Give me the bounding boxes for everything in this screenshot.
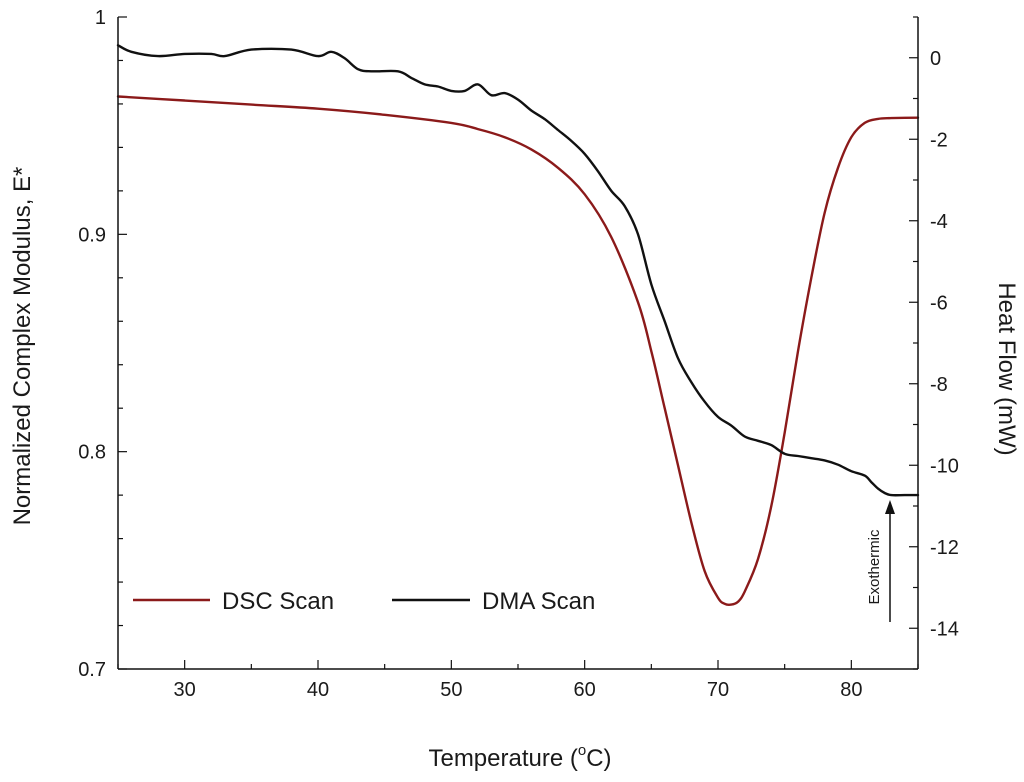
legend-label-dsc: DSC Scan [222, 588, 334, 615]
y-tick-label: 0.8 [78, 442, 106, 464]
y2-tick-label: -6 [930, 292, 948, 314]
x-tick-label: 40 [307, 679, 329, 701]
y2-axis-title: Heat Flow (mW) [993, 282, 1020, 455]
x-tick-label: 50 [440, 679, 462, 701]
dsc-scan-line [116, 95, 920, 607]
axes-frame [117, 17, 919, 670]
exothermic-annotation: Exothermic [866, 500, 895, 622]
dma-scan-line [116, 44, 920, 497]
arrow-up-icon [885, 500, 895, 514]
x-tick-label: 30 [174, 679, 196, 701]
tick-layer: 30 40 50 60 70 80 0.7 0.8 0.9 1 0 -2 -4 -6 -8 -10 -12 -14 [78, 7, 959, 701]
x-axis-title: Temperature (oC) [428, 742, 611, 772]
x-axis-title-main: Temperature ( [428, 745, 577, 772]
y2-tick-label: -14 [930, 618, 959, 640]
x-tick-label: 60 [574, 679, 596, 701]
x-tick-label: 70 [707, 679, 729, 701]
x-tick-label: 80 [840, 679, 862, 701]
y2-tick-label: -10 [930, 455, 959, 477]
y2-tick-label: -12 [930, 537, 959, 559]
y-tick-label: 1 [95, 7, 106, 29]
y2-tick-label: -2 [930, 129, 948, 151]
y2-tick-label: 0 [930, 48, 941, 70]
x-axis-title-sup: o [578, 742, 586, 759]
y2-tick-label: -8 [930, 374, 948, 396]
y-axis-title: Normalized Complex Modulus, E* [9, 167, 36, 526]
y2-tick-label: -4 [930, 211, 948, 233]
series-layer [116, 44, 920, 607]
y-tick-label: 0.7 [78, 659, 106, 681]
legend: DSC Scan DMA Scan [133, 588, 595, 615]
y-tick-label: 0.9 [78, 224, 106, 246]
x-axis-title-unit: C) [586, 745, 611, 772]
legend-label-dma: DMA Scan [482, 588, 595, 615]
exothermic-label: Exothermic [866, 529, 883, 605]
